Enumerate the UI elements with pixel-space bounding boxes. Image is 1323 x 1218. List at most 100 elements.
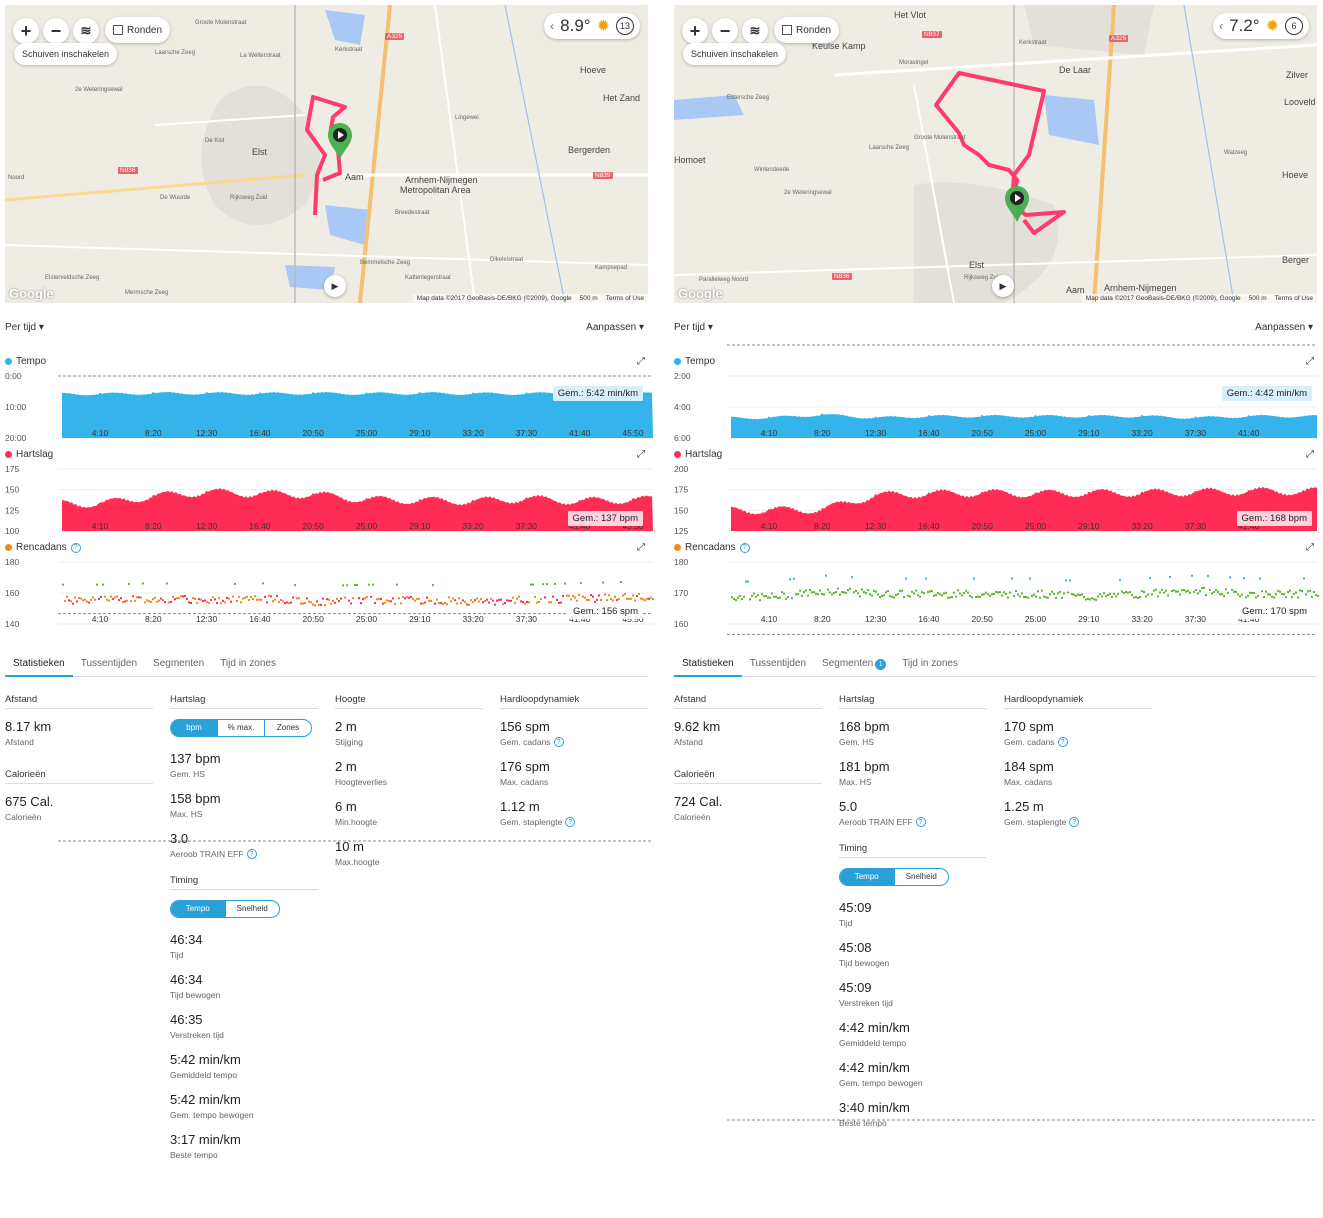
toggle-zones[interactable]: Zones: [264, 720, 311, 736]
toggle-pace[interactable]: Tempo: [840, 869, 894, 885]
tab-segments[interactable]: Segmenten 1: [814, 655, 894, 677]
pace-chart[interactable]: Tempo ⤢ 0:00 10:00 20:00 4:10 8:20 12:30 16:40 20…: [5, 356, 653, 446]
data-point: [941, 594, 943, 597]
data-point: [466, 603, 468, 606]
data-point: [434, 602, 436, 605]
data-point: [96, 583, 98, 586]
customize-dropdown[interactable]: Aanpassen ▾: [586, 322, 644, 333]
laps-checkbox[interactable]: Ronden: [774, 17, 840, 43]
help-icon[interactable]: ?: [1057, 737, 1068, 747]
data-point: [815, 592, 817, 595]
chart-toolbar: Per tijd ▾ Aanpassen ▾: [674, 322, 1317, 338]
tab-splits[interactable]: Tussentijden: [749, 658, 807, 669]
layers-icon[interactable]: ≋: [742, 18, 768, 44]
toggle-speed[interactable]: Snelheid: [893, 869, 949, 885]
timing-toggle: Tempo Snelheid: [839, 868, 949, 886]
data-point: [498, 598, 500, 601]
zoom-in-button[interactable]: +: [682, 18, 708, 44]
data-point: [891, 595, 893, 598]
heart-rate-chart[interactable]: Hartslag ⤢ 200 175 150 125 4:10 8:20 12:30 16:40 2…: [674, 449, 1322, 635]
expand-icon[interactable]: ⤢: [637, 542, 645, 553]
data-point: [953, 591, 955, 594]
heart-rate-chart[interactable]: Hartslag ⤢ 175 150 125 100 4:10 8:20 12:30 16:40 2…: [5, 449, 653, 615]
data-point: [874, 416, 877, 420]
help-icon[interactable]: ?: [565, 817, 576, 827]
toggle-percent-max[interactable]: % max.: [217, 720, 264, 736]
stat-value: 10 m: [335, 839, 364, 854]
help-icon[interactable]: ?: [553, 737, 564, 747]
help-icon[interactable]: ?: [70, 542, 81, 553]
x-tick-label: 25:00: [1025, 521, 1047, 531]
cadence-chart[interactable]: Rencadans? ⤢ 180 170 160 4:10 8:20 12:30 16:40 20…: [674, 542, 1322, 1121]
data-point: [88, 601, 90, 604]
data-point: [304, 602, 306, 604]
data-point: [604, 593, 606, 596]
zoom-out-button[interactable]: −: [43, 18, 69, 44]
data-point: [741, 598, 743, 601]
place-label: Dikeleistraat: [490, 257, 524, 263]
laps-checkbox[interactable]: Ronden: [105, 17, 171, 43]
x-tick-label: 12:30: [196, 614, 218, 624]
route-map[interactable]: Laarsche Zeeg Groote Molenstraat La Welter…: [5, 5, 648, 303]
play-button[interactable]: ▶: [992, 275, 1014, 297]
expand-icon[interactable]: ⤢: [637, 449, 645, 460]
chevron-left-icon[interactable]: ‹: [550, 19, 555, 33]
data-point: [266, 601, 268, 604]
layers-icon[interactable]: ≋: [73, 18, 99, 44]
stat-value: 170 spm: [1004, 719, 1054, 734]
per-time-dropdown[interactable]: Per tijd ▾: [5, 322, 44, 333]
stat-value: 158 bpm: [170, 791, 221, 806]
data-point: [1223, 595, 1225, 597]
data-point: [450, 600, 452, 603]
terms-link[interactable]: Terms of Use: [605, 295, 644, 302]
data-point: [1297, 596, 1299, 599]
zoom-in-button[interactable]: +: [13, 18, 39, 44]
pan-toggle-button[interactable]: Schuiven inschakelen: [14, 43, 118, 65]
data-point: [460, 602, 462, 605]
x-tick-label: 33:20: [1131, 428, 1153, 438]
data-point: [100, 595, 102, 598]
pan-toggle-button[interactable]: Schuiven inschakelen: [683, 43, 787, 65]
pace-chart[interactable]: Tempo ⤢ 2:00 4:00 6:00 4:10 8:20 12:30 16:40 20:5…: [674, 344, 1322, 446]
x-tick-label: 12:30: [196, 521, 218, 531]
cadence-chart[interactable]: Rencadans? ⤢ 180 160 140 4:10 8:20 12:30 16:40 20…: [5, 542, 654, 842]
weather-widget[interactable]: ‹ 7.2° ✹ 6: [1213, 13, 1309, 39]
per-time-dropdown[interactable]: Per tijd ▾: [674, 322, 713, 333]
help-icon[interactable]: ?: [915, 817, 926, 827]
terms-link[interactable]: Terms of Use: [1274, 295, 1313, 302]
data-point: [448, 596, 450, 599]
route-map[interactable]: Het Vlot Keulse Kamp N837 De Laar Morasingel…: [674, 5, 1317, 303]
help-icon[interactable]: ?: [1069, 817, 1080, 827]
data-point: [502, 603, 504, 606]
stat-label: Stijging: [335, 737, 363, 747]
data-point: [943, 592, 945, 595]
expand-icon[interactable]: ⤢: [637, 356, 645, 367]
data-point: [1115, 595, 1117, 598]
tab-statistics[interactable]: Statistieken: [674, 655, 742, 677]
help-icon[interactable]: ?: [739, 542, 750, 553]
data-point: [1241, 593, 1243, 596]
place-label: Lingewei: [455, 115, 479, 121]
expand-icon[interactable]: ⤢: [1306, 542, 1314, 553]
expand-icon[interactable]: ⤢: [1306, 449, 1314, 460]
toggle-pace[interactable]: Tempo: [171, 901, 225, 917]
toggle-speed[interactable]: Snelheid: [224, 901, 280, 917]
chevron-left-icon[interactable]: ‹: [1219, 19, 1224, 33]
weather-widget[interactable]: ‹ 8.9° ✹ 13: [544, 13, 640, 39]
data-point: [1145, 595, 1147, 598]
data-point: [893, 596, 895, 599]
toggle-bpm[interactable]: bpm: [171, 720, 217, 736]
zoom-out-button[interactable]: −: [712, 18, 738, 44]
expand-icon[interactable]: ⤢: [1306, 356, 1314, 367]
help-icon[interactable]: ?: [246, 849, 257, 859]
data-point: [1155, 588, 1157, 591]
tab-segments[interactable]: Segmenten: [153, 658, 205, 669]
tab-time-in-zones[interactable]: Tijd in zones: [220, 658, 276, 669]
data-point: [554, 582, 556, 585]
tab-statistics[interactable]: Statistieken: [5, 655, 73, 677]
tab-time-in-zones[interactable]: Tijd in zones: [902, 658, 958, 669]
play-button[interactable]: ▶: [324, 275, 346, 297]
customize-dropdown[interactable]: Aanpassen ▾: [1255, 322, 1313, 333]
tab-splits[interactable]: Tussentijden: [80, 658, 138, 669]
data-point: [1140, 491, 1144, 495]
